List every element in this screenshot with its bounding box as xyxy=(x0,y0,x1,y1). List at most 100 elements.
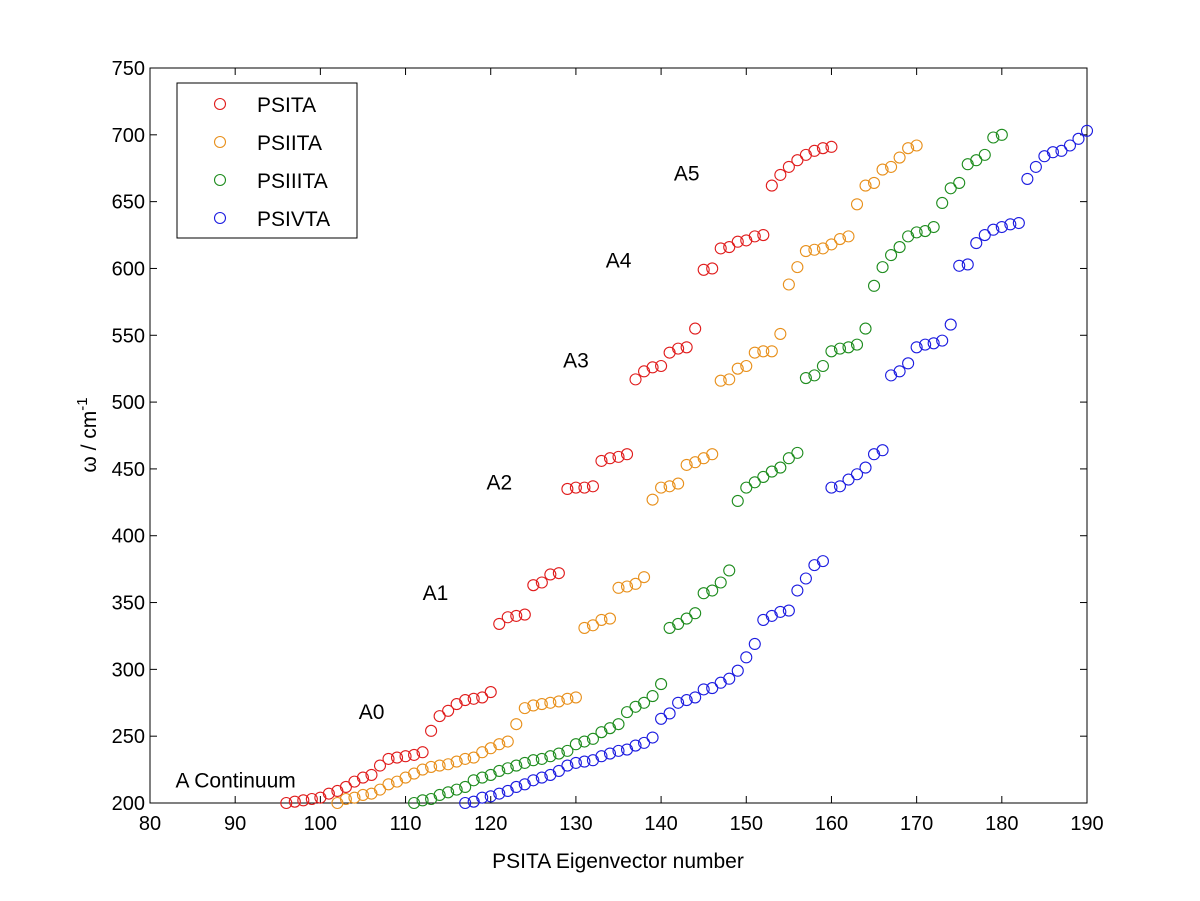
data-point xyxy=(953,259,966,272)
data-point xyxy=(535,771,548,784)
data-point xyxy=(433,788,446,802)
data-point xyxy=(578,755,591,768)
data-point xyxy=(322,787,335,800)
data-point xyxy=(663,480,676,493)
data-point xyxy=(748,476,761,489)
data-point xyxy=(740,651,753,664)
data-point xyxy=(791,261,804,274)
data-point xyxy=(978,228,991,242)
data-point xyxy=(731,664,744,677)
data-point xyxy=(561,692,574,705)
band-label: A2 xyxy=(486,471,512,494)
data-point xyxy=(970,154,983,167)
data-point xyxy=(791,584,804,597)
data-point xyxy=(1055,144,1068,157)
data-point xyxy=(706,448,719,461)
data-point xyxy=(1063,139,1077,152)
data-point xyxy=(612,450,625,463)
data-point xyxy=(493,787,506,800)
data-point xyxy=(808,243,821,256)
data-point xyxy=(680,694,693,707)
data-point xyxy=(987,131,1000,144)
data-point xyxy=(825,481,838,494)
data-point xyxy=(399,750,412,763)
band-label: A5 xyxy=(674,163,700,186)
data-point xyxy=(876,261,889,274)
data-point xyxy=(748,637,761,651)
data-point xyxy=(501,735,514,748)
data-point xyxy=(450,755,463,768)
y-tick-label: 650 xyxy=(112,192,145,214)
data-point xyxy=(416,746,429,759)
data-point xyxy=(876,163,889,176)
x-axis-title: PSITA Eigenvector number xyxy=(492,850,744,873)
data-point xyxy=(970,237,983,250)
data-point xyxy=(680,458,693,471)
y-tick-label: 200 xyxy=(112,793,145,815)
data-point xyxy=(484,686,497,699)
data-point xyxy=(748,346,761,359)
data-point xyxy=(655,678,668,691)
y-tick-label: 750 xyxy=(112,58,145,80)
data-point xyxy=(552,695,565,708)
x-tick-label: 150 xyxy=(730,813,763,835)
data-point xyxy=(535,752,548,765)
data-point xyxy=(987,223,1000,236)
data-point xyxy=(527,579,540,592)
data-point xyxy=(995,220,1008,234)
data-point xyxy=(365,768,378,781)
data-point xyxy=(885,160,898,173)
data-point xyxy=(527,774,540,787)
data-point xyxy=(518,756,531,769)
data-point xyxy=(510,780,523,794)
y-tick-label: 350 xyxy=(112,593,145,615)
data-point xyxy=(859,322,872,335)
data-point xyxy=(425,760,438,773)
data-point xyxy=(663,707,676,720)
x-tick-label: 110 xyxy=(390,813,422,835)
data-point xyxy=(603,452,617,465)
data-point xyxy=(595,750,608,763)
data-point xyxy=(586,619,599,632)
data-point xyxy=(782,604,795,617)
y-tick-label: 250 xyxy=(112,726,145,748)
data-point xyxy=(706,584,719,597)
data-point xyxy=(646,493,659,506)
x-tick-label: 190 xyxy=(1070,813,1103,835)
data-point xyxy=(927,337,940,350)
data-point xyxy=(893,241,906,254)
series-psita xyxy=(280,140,838,810)
data-point xyxy=(433,710,446,723)
data-point xyxy=(902,357,915,370)
band-label: A0 xyxy=(359,701,385,724)
data-point xyxy=(544,568,557,581)
data-point xyxy=(731,362,744,375)
data-point xyxy=(416,794,429,807)
y-tick-label: 550 xyxy=(112,325,145,347)
y-tick-label: 600 xyxy=(112,258,145,280)
data-point xyxy=(561,759,574,772)
data-point xyxy=(603,747,617,760)
data-point xyxy=(731,235,744,248)
data-point xyxy=(799,245,812,258)
data-point xyxy=(586,480,599,493)
data-point xyxy=(518,702,531,715)
data-point xyxy=(765,345,778,358)
data-point xyxy=(552,747,565,760)
data-point xyxy=(390,751,404,764)
data-point xyxy=(578,735,591,748)
data-point xyxy=(467,692,480,705)
data-point xyxy=(467,774,480,787)
data-point xyxy=(723,241,736,254)
data-point xyxy=(833,342,847,355)
data-point xyxy=(356,771,370,784)
data-point xyxy=(459,796,472,810)
data-point xyxy=(697,683,710,696)
x-tick-label: 160 xyxy=(815,813,848,835)
data-points xyxy=(280,124,1094,810)
data-point xyxy=(910,139,923,152)
data-point xyxy=(535,698,548,711)
data-point xyxy=(1080,124,1094,137)
data-point xyxy=(833,233,847,246)
data-point xyxy=(791,154,804,167)
